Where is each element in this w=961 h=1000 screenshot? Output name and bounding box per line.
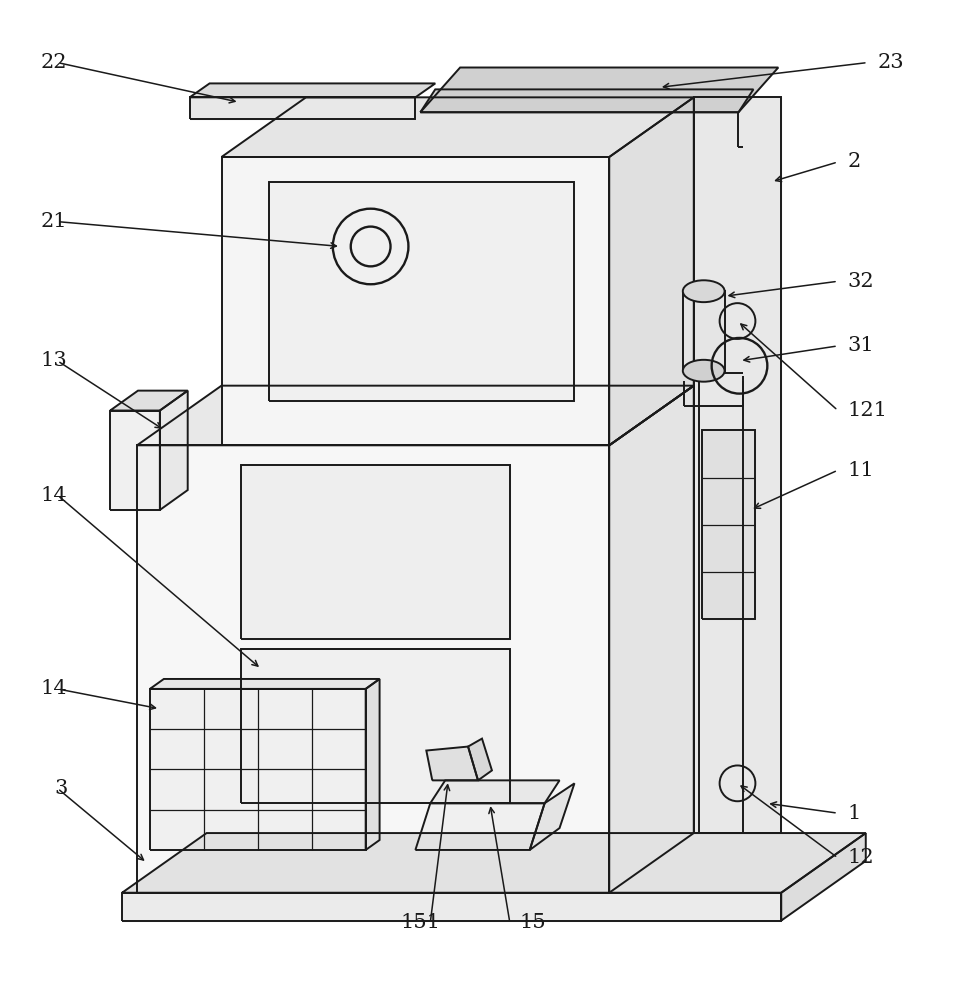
Text: 14: 14 [40, 486, 67, 505]
Ellipse shape [683, 360, 725, 382]
Polygon shape [427, 747, 478, 780]
Polygon shape [111, 391, 187, 411]
Polygon shape [111, 411, 160, 510]
Text: 121: 121 [848, 401, 888, 420]
Text: 14: 14 [40, 679, 67, 698]
Polygon shape [150, 689, 366, 850]
Polygon shape [609, 386, 694, 893]
Polygon shape [221, 157, 609, 445]
Polygon shape [781, 833, 866, 921]
Polygon shape [420, 68, 778, 112]
Polygon shape [269, 182, 575, 401]
Polygon shape [683, 291, 725, 371]
Polygon shape [137, 386, 694, 445]
Text: 12: 12 [848, 848, 875, 867]
Polygon shape [241, 649, 510, 803]
Polygon shape [694, 97, 781, 833]
Polygon shape [189, 83, 435, 97]
Polygon shape [221, 97, 694, 157]
Polygon shape [366, 679, 380, 850]
Ellipse shape [683, 280, 725, 302]
Text: 3: 3 [54, 779, 67, 798]
Polygon shape [702, 430, 755, 619]
Polygon shape [150, 679, 380, 689]
Text: 1: 1 [848, 804, 861, 823]
Polygon shape [122, 833, 866, 893]
Polygon shape [122, 893, 781, 921]
Polygon shape [609, 97, 694, 445]
Polygon shape [189, 97, 415, 119]
Text: 23: 23 [877, 53, 904, 72]
Text: 11: 11 [848, 461, 875, 480]
Text: 32: 32 [848, 272, 875, 291]
Text: 31: 31 [848, 336, 875, 355]
Text: 22: 22 [41, 53, 67, 72]
Polygon shape [420, 89, 753, 112]
Polygon shape [468, 739, 492, 780]
Polygon shape [241, 465, 510, 639]
Text: 13: 13 [40, 351, 67, 370]
Polygon shape [415, 803, 545, 850]
Text: 15: 15 [520, 913, 547, 932]
Polygon shape [431, 780, 559, 803]
Polygon shape [160, 391, 187, 510]
Polygon shape [530, 783, 575, 850]
Text: 2: 2 [848, 152, 861, 171]
Text: 151: 151 [400, 913, 440, 932]
Polygon shape [137, 445, 609, 893]
Text: 21: 21 [40, 212, 67, 231]
